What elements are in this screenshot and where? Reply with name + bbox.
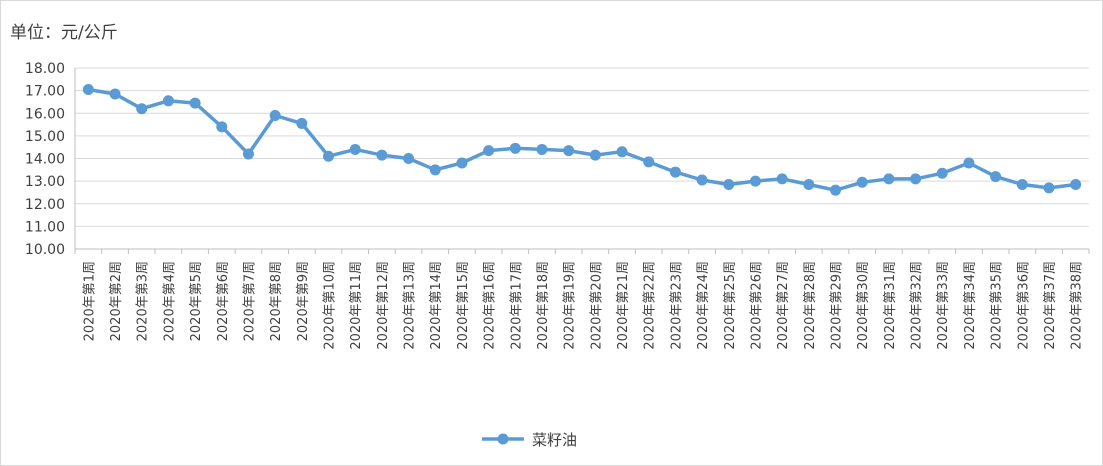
data-point xyxy=(856,176,868,188)
y-tick-label: 17.00 xyxy=(25,84,65,100)
data-point xyxy=(749,175,761,187)
x-tick-label: 2020年第17周 xyxy=(509,261,524,350)
data-point xyxy=(830,184,841,196)
series-line xyxy=(88,87,1076,192)
data-point xyxy=(323,150,334,162)
x-tick-label: 2020年第33周 xyxy=(936,261,951,350)
legend-label: 菜籽油 xyxy=(532,431,577,449)
data-point xyxy=(723,179,735,191)
data-point xyxy=(776,173,788,185)
unit-label: 单位：元/公斤 xyxy=(10,23,118,43)
data-point xyxy=(536,143,548,155)
x-tick-label: 2020年第20周 xyxy=(589,261,604,350)
data-point xyxy=(483,145,495,157)
data-point xyxy=(296,117,308,129)
data-point xyxy=(563,145,575,157)
data-point xyxy=(643,156,655,168)
data-point xyxy=(803,179,815,191)
x-tick-label: 2020年第28周 xyxy=(803,261,818,350)
data-point xyxy=(589,149,601,161)
data-point xyxy=(990,171,1002,183)
x-tick-label: 2020年第7周 xyxy=(242,261,257,341)
data-point xyxy=(162,95,174,107)
data-point xyxy=(403,153,415,164)
legend-marker xyxy=(497,433,509,445)
y-tick-label: 13.00 xyxy=(25,174,65,190)
x-axis-ticks: 2020年第1周 2020年第2周 2020年第3周 2020年第4周 2020年第5周… xyxy=(82,261,1084,350)
x-tick-label: 2020年第11周 xyxy=(349,261,364,350)
x-tick-label: 2020年第29周 xyxy=(830,261,845,350)
y-tick-label: 12.00 xyxy=(25,197,65,213)
x-tick-label: 2020年第3周 xyxy=(136,261,151,341)
x-tick-label: 2020年第26周 xyxy=(749,261,764,350)
data-point xyxy=(136,103,148,115)
gridlines xyxy=(75,67,1089,227)
data-point xyxy=(963,157,975,169)
x-tick-label: 2020年第15周 xyxy=(456,261,471,350)
y-tick-label: 14.00 xyxy=(25,152,65,168)
data-point xyxy=(910,173,922,185)
x-tick-label: 2020年第30周 xyxy=(856,261,871,350)
x-tick-label: 2020年第35周 xyxy=(990,261,1005,350)
legend: 菜籽油 xyxy=(482,431,577,449)
x-tick-label: 2020年第10周 xyxy=(323,261,338,350)
x-tick-label: 2020年第16周 xyxy=(483,261,498,350)
data-point xyxy=(509,142,521,154)
x-tick-label: 2020年第13周 xyxy=(403,261,418,350)
series-layer xyxy=(82,83,1082,196)
data-point xyxy=(1043,182,1055,194)
x-tick-label: 2020年第14周 xyxy=(429,261,444,350)
x-tick-label: 2020年第23周 xyxy=(669,261,684,350)
data-point xyxy=(456,157,468,169)
x-tick-label: 2020年第32周 xyxy=(910,261,925,350)
y-tick-label: 11.00 xyxy=(25,219,65,235)
data-point xyxy=(376,149,388,161)
x-tick-label: 2020年第6周 xyxy=(216,261,231,341)
x-tick-label: 2020年第38周 xyxy=(1070,261,1085,350)
x-tick-label: 2020年第34周 xyxy=(963,261,978,350)
data-point xyxy=(429,164,441,176)
data-point xyxy=(242,148,254,160)
y-tick-label: 16.00 xyxy=(25,106,65,122)
x-tick-label: 2020年第36周 xyxy=(1016,261,1031,350)
x-tick-label: 2020年第25周 xyxy=(723,261,738,350)
x-tick-label: 2020年第24周 xyxy=(696,261,711,350)
x-tick-label: 2020年第8周 xyxy=(269,261,284,341)
data-point xyxy=(109,88,121,100)
data-point xyxy=(82,83,94,95)
x-tick-label: 2020年第27周 xyxy=(776,261,791,350)
data-point xyxy=(936,167,948,179)
x-tick-label: 2020年第21周 xyxy=(616,261,631,350)
data-point xyxy=(1070,179,1082,191)
y-axis-ticks: 10.00 11.00 12.00 13.00 14.00 15.00 16.00 17.00… xyxy=(25,61,65,258)
x-tick-label: 2020年第4周 xyxy=(162,261,177,341)
y-tick-label: 10.00 xyxy=(25,242,65,258)
data-point xyxy=(349,143,361,155)
axes xyxy=(74,68,1090,254)
data-point xyxy=(189,97,201,109)
x-tick-label: 2020年第1周 xyxy=(82,261,97,341)
x-tick-label: 2020年第37周 xyxy=(1043,261,1058,350)
x-tick-label: 2020年第18周 xyxy=(536,261,551,350)
data-point xyxy=(883,173,895,185)
x-tick-label: 2020年第2周 xyxy=(109,261,124,341)
x-tick-label: 2020年第9周 xyxy=(296,261,311,341)
x-tick-label: 2020年第31周 xyxy=(883,261,898,350)
data-point xyxy=(1016,179,1028,191)
data-point xyxy=(696,174,708,186)
data-point xyxy=(216,121,228,133)
y-tick-label: 15.00 xyxy=(25,129,65,145)
data-point xyxy=(669,166,681,178)
x-tick-label: 2020年第12周 xyxy=(376,261,391,350)
data-point xyxy=(269,110,281,122)
y-tick-label: 18.00 xyxy=(25,61,65,77)
x-tick-label: 2020年第22周 xyxy=(643,261,658,350)
x-tick-label: 2020年第19周 xyxy=(563,261,578,350)
x-tick-label: 2020年第5周 xyxy=(189,261,204,341)
data-point xyxy=(616,146,628,158)
